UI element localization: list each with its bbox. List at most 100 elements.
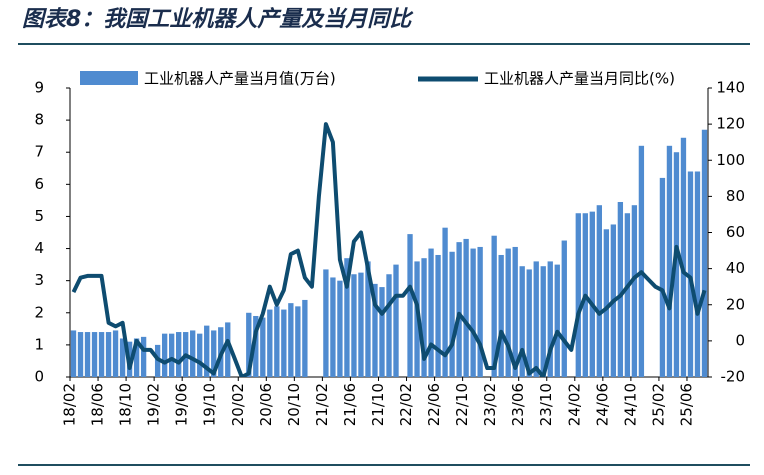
bar [176, 332, 182, 377]
bar [596, 205, 602, 377]
bar [680, 137, 687, 377]
y-tick-label: 1 [34, 335, 44, 353]
bar [288, 303, 294, 377]
bar [393, 264, 399, 377]
bar [638, 145, 645, 377]
bar [491, 235, 497, 377]
bar [330, 277, 336, 377]
bar [477, 246, 483, 377]
bar [253, 315, 259, 377]
bar [91, 332, 98, 377]
bar [631, 205, 638, 377]
x-tick-label: 22/06 [425, 383, 443, 426]
line [71, 122, 707, 377]
bar [204, 325, 210, 377]
y-tick-label: 0 [34, 368, 44, 386]
bar [70, 330, 77, 377]
bar [190, 330, 196, 377]
bar [344, 258, 350, 377]
bar [112, 330, 119, 377]
x-tick-label: 23/10 [537, 383, 555, 426]
bar [470, 248, 476, 377]
x-tick-label: 18/10 [117, 383, 135, 426]
x-tick-label: 25/06 [677, 383, 695, 426]
x-tick-label: 19/06 [173, 383, 191, 426]
bar [225, 322, 231, 377]
legend-label: 工业机器人产量当月同比(%) [484, 70, 675, 88]
y-tick-label: 6 [34, 175, 44, 193]
bar [519, 266, 525, 377]
bar [386, 274, 392, 377]
x-tick-label: 18/02 [61, 383, 79, 426]
bar [603, 229, 610, 377]
bar [84, 332, 91, 377]
bar [694, 171, 701, 377]
bar [561, 240, 567, 377]
bar [323, 269, 329, 377]
y2-tick-label: 140 [716, 79, 745, 97]
bar [77, 332, 84, 377]
bar [498, 254, 504, 377]
y2-tick-label: 80 [726, 187, 745, 205]
bar [372, 283, 378, 377]
bar [575, 213, 581, 377]
x-tick-label: 20/10 [285, 383, 303, 426]
y-tick-label: 4 [34, 239, 44, 257]
x-tick-label: 24/10 [621, 383, 639, 426]
y-tick-label: 2 [34, 303, 44, 321]
bar [505, 248, 511, 377]
bar [161, 333, 168, 377]
bar [554, 264, 560, 377]
bar [624, 213, 631, 377]
bar [687, 171, 694, 377]
bar [701, 129, 708, 377]
x-tick-label: 24/02 [565, 383, 583, 426]
bar [133, 338, 140, 377]
y-tick-label: 7 [34, 143, 44, 161]
bar [351, 274, 357, 377]
x-tick-label: 23/06 [509, 383, 527, 426]
bar [98, 332, 105, 377]
y2-tick-label: -20 [721, 368, 746, 386]
chart-title: 图表8：我国工业机器人产量及当月同比 [22, 7, 414, 32]
x-tick-label: 19/02 [145, 383, 163, 426]
y2-tick-label: 100 [716, 151, 745, 169]
bar [246, 312, 252, 377]
y2-tick-label: 0 [735, 331, 745, 349]
y2-tick-label: 60 [726, 223, 745, 241]
bar [547, 261, 553, 377]
bar [589, 211, 595, 377]
bar [617, 201, 624, 377]
bar [168, 333, 175, 377]
bar [666, 145, 673, 377]
x-tick-label: 22/02 [397, 383, 415, 426]
y2-tick-label: 40 [726, 259, 745, 277]
bar [435, 254, 441, 377]
legend-swatch [80, 71, 138, 85]
bar [295, 306, 301, 377]
bar [274, 306, 280, 377]
x-tick-label: 19/10 [201, 383, 219, 426]
bar [260, 317, 266, 377]
bar [456, 242, 462, 377]
bar [105, 332, 112, 377]
y2-tick-label: 20 [726, 295, 745, 313]
x-tick-label: 22/10 [453, 383, 471, 426]
x-tick-label: 24/06 [593, 383, 611, 426]
bar [211, 330, 217, 377]
bar [442, 227, 448, 377]
bar [526, 269, 532, 377]
bar [302, 299, 308, 377]
bar [428, 248, 434, 377]
bar [281, 309, 287, 377]
bar [267, 309, 273, 377]
bar [365, 261, 371, 377]
y-tick-label: 9 [34, 79, 44, 97]
bar [407, 234, 413, 377]
bar [197, 333, 203, 377]
bar [421, 258, 427, 377]
bar [533, 261, 539, 377]
bar [337, 280, 343, 377]
y-tick-label: 5 [34, 207, 44, 225]
